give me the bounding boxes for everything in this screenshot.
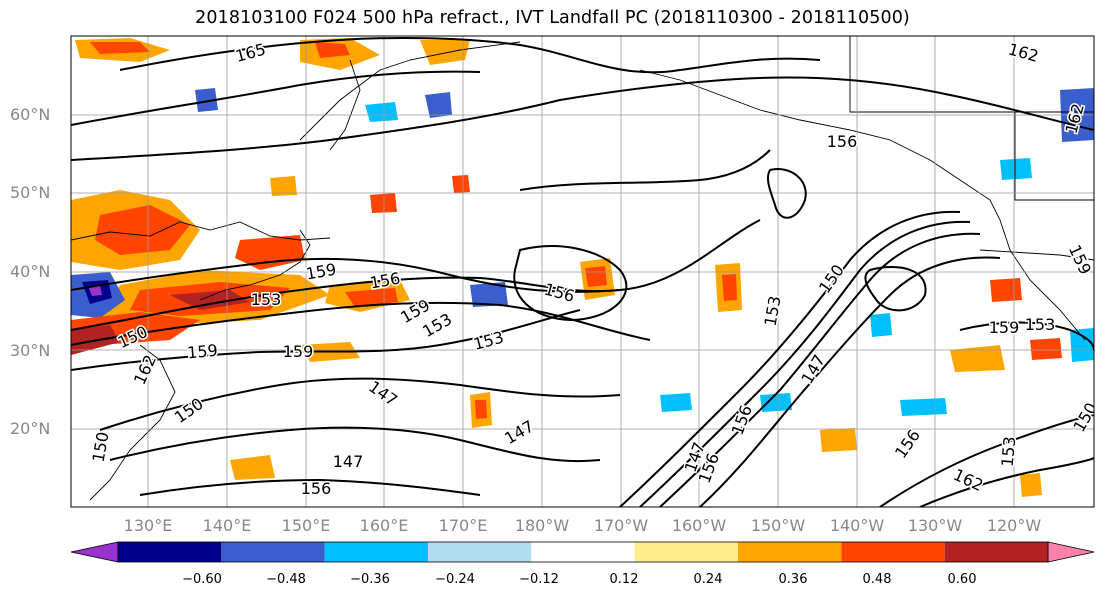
colorbar-tick-label: 0.60 — [947, 572, 977, 587]
lon-label: 150°E — [281, 516, 331, 535]
map-frame — [70, 35, 1095, 508]
lon-label: 150°W — [750, 516, 806, 535]
lon-label: 160°E — [359, 516, 409, 535]
contour-label: 159 — [283, 342, 314, 361]
contour-label: 153 — [761, 294, 785, 327]
lon-label: 140°W — [829, 516, 885, 535]
colorbar-tick-label: −0.48 — [266, 572, 306, 587]
contour-label: 156 — [301, 479, 332, 498]
lon-label: 140°E — [202, 516, 252, 535]
lon-label: 120°W — [986, 516, 1042, 535]
lon-label: 160°W — [671, 516, 727, 535]
lat-label: 60°N — [10, 105, 51, 124]
colorbar-tick-label: 0.12 — [609, 572, 639, 587]
height-contours — [71, 36, 1094, 507]
colorbar-tick-label: −0.24 — [435, 572, 475, 587]
contour-label: 156 — [827, 132, 858, 151]
lon-label: 170°E — [438, 516, 488, 535]
map-title: 2018103100 F024 500 hPa refract., IVT La… — [195, 8, 910, 28]
lat-label: 50°N — [10, 183, 51, 202]
colorbar-tick-label: 0.24 — [693, 572, 723, 587]
contour-label: 159 — [186, 341, 218, 363]
contour-label: 153 — [1025, 315, 1056, 334]
colorbar-tick-label: 0.48 — [862, 572, 892, 587]
colorbar-tick-label: −0.60 — [182, 572, 222, 587]
contour-label: 147 — [333, 452, 364, 471]
lat-label: 20°N — [10, 419, 51, 438]
contour-label: 153 — [998, 435, 1020, 467]
lat-label: 30°N — [10, 341, 51, 360]
lon-label: 180°W — [514, 516, 570, 535]
contour-label: 153 — [251, 290, 282, 309]
colorbar-tick-label: −0.36 — [350, 572, 390, 587]
lon-label: 170°W — [593, 516, 649, 535]
graticule — [71, 36, 1094, 507]
contour-label: 159 — [989, 318, 1020, 337]
coastline — [71, 36, 1094, 501]
colorbar-tick-label: 0.36 — [778, 572, 808, 587]
lon-label: 130°E — [123, 516, 173, 535]
lon-label: 130°W — [907, 516, 963, 535]
colorbar-tick-label: −0.12 — [519, 572, 559, 587]
lat-label: 40°N — [10, 262, 51, 281]
